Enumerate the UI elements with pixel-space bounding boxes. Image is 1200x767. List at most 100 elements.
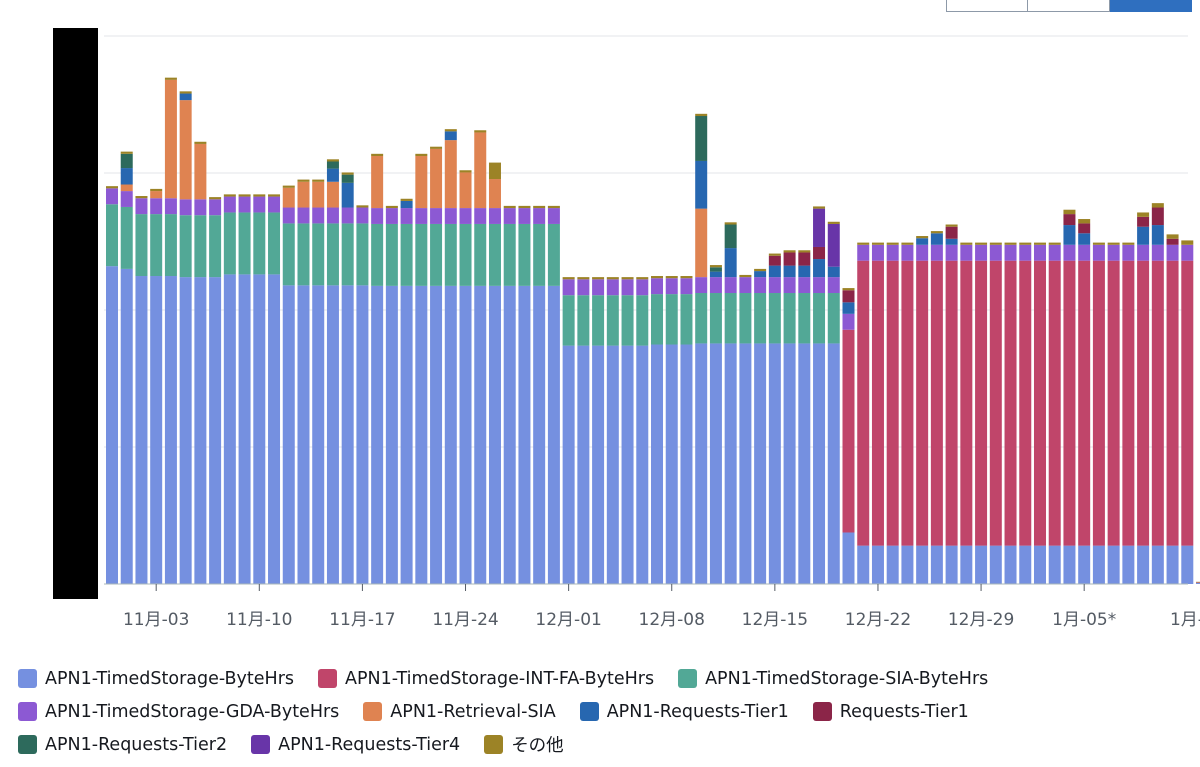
- bar-segment-apn1-timedstorage-gda-bytehrs[interactable]: [503, 208, 516, 224]
- bar-segment-other[interactable]: [371, 153, 384, 157]
- bar-stack-12-11[interactable]: [709, 265, 722, 584]
- bar-segment-apn1-timedstorage-gda-bytehrs[interactable]: [842, 313, 855, 330]
- bar-stack-12-09[interactable]: [680, 276, 693, 584]
- bar-segment-apn1-requests-tier1[interactable]: [930, 233, 943, 245]
- bar-segment-apn1-timedstorage-bytehrs[interactable]: [960, 545, 973, 584]
- bar-segment-apn1-timedstorage-bytehrs[interactable]: [194, 277, 207, 584]
- bar-segment-apn1-timedstorage-bytehrs[interactable]: [577, 345, 590, 584]
- bar-segment-apn1-timedstorage-sia-bytehrs[interactable]: [606, 295, 619, 346]
- legend-item-other[interactable]: その他: [484, 732, 564, 757]
- bar-segment-apn1-timedstorage-sia-bytehrs[interactable]: [268, 212, 281, 275]
- bar-segment-other[interactable]: [1196, 581, 1200, 583]
- bar-segment-apn1-timedstorage-int-fa-bytehrs[interactable]: [960, 260, 973, 546]
- bar-stack-01-02[interactable]: [1033, 242, 1046, 584]
- bar-segment-other[interactable]: [695, 113, 708, 117]
- bar-segment-apn1-timedstorage-gda-bytehrs[interactable]: [1181, 244, 1194, 261]
- bar-stack-01-13[interactable]: [1196, 581, 1200, 584]
- bar-segment-other[interactable]: [857, 242, 870, 245]
- bar-segment-apn1-timedstorage-bytehrs[interactable]: [312, 285, 325, 584]
- bar-segment-apn1-timedstorage-gda-bytehrs[interactable]: [135, 198, 148, 215]
- bar-segment-apn1-retrieval-sia[interactable]: [312, 181, 325, 208]
- bar-segment-apn1-timedstorage-bytehrs[interactable]: [975, 545, 988, 584]
- bar-stack-11-05[interactable]: [179, 91, 192, 584]
- bar-segment-apn1-timedstorage-sia-bytehrs[interactable]: [238, 212, 251, 275]
- bar-segment-apn1-timedstorage-sia-bytehrs[interactable]: [827, 293, 840, 344]
- bar-stack-11-27[interactable]: [503, 205, 516, 584]
- bar-stack-11-08[interactable]: [223, 194, 236, 584]
- bar-segment-apn1-timedstorage-int-fa-bytehrs[interactable]: [1019, 260, 1032, 546]
- bar-segment-apn1-timedstorage-gda-bytehrs[interactable]: [1107, 244, 1120, 261]
- bar-segment-apn1-timedstorage-bytehrs[interactable]: [385, 285, 398, 584]
- bar-segment-other[interactable]: [1078, 219, 1091, 224]
- bar-segment-other[interactable]: [1122, 242, 1135, 245]
- bar-segment-apn1-timedstorage-bytehrs[interactable]: [813, 343, 826, 584]
- bar-segment-other[interactable]: [1166, 234, 1179, 239]
- bar-segment-apn1-timedstorage-gda-bytehrs[interactable]: [651, 278, 664, 295]
- bar-segment-apn1-timedstorage-bytehrs[interactable]: [179, 277, 192, 584]
- bar-segment-apn1-requests-tier1[interactable]: [179, 93, 192, 101]
- bar-segment-apn1-timedstorage-bytehrs[interactable]: [164, 276, 177, 584]
- bar-segment-apn1-requests-tier2[interactable]: [724, 224, 737, 249]
- bar-segment-apn1-timedstorage-bytehrs[interactable]: [209, 277, 222, 584]
- bar-segment-apn1-requests-tier1[interactable]: [120, 168, 133, 185]
- bar-segment-apn1-timedstorage-bytehrs[interactable]: [488, 285, 501, 584]
- bar-segment-apn1-timedstorage-bytehrs[interactable]: [930, 545, 943, 584]
- bar-segment-requests-tier1[interactable]: [798, 252, 811, 266]
- bar-segment-apn1-timedstorage-gda-bytehrs[interactable]: [621, 279, 634, 296]
- bar-segment-apn1-timedstorage-gda-bytehrs[interactable]: [916, 244, 929, 261]
- bar-segment-apn1-timedstorage-bytehrs[interactable]: [871, 545, 884, 584]
- bar-segment-apn1-timedstorage-bytehrs[interactable]: [709, 343, 722, 584]
- bar-segment-other[interactable]: [606, 277, 619, 280]
- bar-segment-apn1-requests-tier1[interactable]: [813, 259, 826, 278]
- bar-segment-apn1-timedstorage-gda-bytehrs[interactable]: [444, 208, 457, 224]
- bar-segment-requests-tier1[interactable]: [1166, 238, 1179, 245]
- bar-segment-apn1-timedstorage-gda-bytehrs[interactable]: [798, 277, 811, 294]
- view-toggle-option-1[interactable]: [946, 0, 1028, 12]
- bar-segment-other[interactable]: [282, 185, 295, 188]
- bar-stack-12-25[interactable]: [916, 236, 929, 584]
- bar-segment-apn1-timedstorage-gda-bytehrs[interactable]: [164, 198, 177, 215]
- bar-segment-apn1-requests-tier1[interactable]: [842, 302, 855, 314]
- bar-segment-other[interactable]: [503, 205, 516, 209]
- bar-segment-requests-tier1[interactable]: [1078, 223, 1091, 234]
- bar-segment-apn1-timedstorage-gda-bytehrs[interactable]: [1122, 244, 1135, 261]
- bar-segment-other[interactable]: [268, 194, 281, 197]
- bar-segment-requests-tier1[interactable]: [768, 255, 781, 266]
- bar-segment-other[interactable]: [164, 77, 177, 80]
- bar-stack-11-06[interactable]: [194, 141, 207, 584]
- bar-segment-apn1-timedstorage-sia-bytehrs[interactable]: [385, 223, 398, 286]
- bar-segment-apn1-requests-tier4[interactable]: [827, 223, 840, 267]
- bar-segment-apn1-timedstorage-gda-bytehrs[interactable]: [1078, 244, 1091, 261]
- bar-segment-apn1-timedstorage-sia-bytehrs[interactable]: [135, 214, 148, 277]
- bar-stack-11-19[interactable]: [385, 205, 398, 584]
- legend-item-apn1-requests-tier4[interactable]: APN1-Requests-Tier4: [251, 735, 460, 755]
- bar-stack-12-03[interactable]: [592, 277, 605, 584]
- bar-stack-11-04[interactable]: [164, 77, 177, 584]
- bar-segment-other[interactable]: [754, 268, 767, 272]
- bar-stack-01-11[interactable]: [1166, 234, 1179, 584]
- bar-segment-apn1-timedstorage-bytehrs[interactable]: [916, 545, 929, 584]
- bar-segment-apn1-timedstorage-int-fa-bytehrs[interactable]: [1048, 260, 1061, 546]
- bar-segment-apn1-timedstorage-bytehrs[interactable]: [665, 344, 678, 584]
- legend-item-apn1-timedstorage-gda-bytehrs[interactable]: APN1-TimedStorage-GDA-ByteHrs: [18, 702, 339, 722]
- bar-segment-apn1-timedstorage-int-fa-bytehrs[interactable]: [1137, 260, 1150, 546]
- bar-segment-apn1-retrieval-sia[interactable]: [415, 156, 428, 209]
- bar-segment-apn1-timedstorage-bytehrs[interactable]: [680, 344, 693, 584]
- bar-segment-apn1-timedstorage-bytehrs[interactable]: [945, 545, 958, 584]
- bar-segment-apn1-timedstorage-int-fa-bytehrs[interactable]: [1063, 260, 1076, 546]
- bar-stack-12-21[interactable]: [857, 242, 870, 584]
- bar-segment-other[interactable]: [989, 242, 1002, 245]
- bar-segment-other[interactable]: [179, 91, 192, 94]
- bar-segment-apn1-requests-tier2[interactable]: [341, 174, 354, 183]
- bar-segment-apn1-timedstorage-bytehrs[interactable]: [886, 545, 899, 584]
- bar-stack-12-12[interactable]: [724, 222, 737, 584]
- bar-segment-apn1-timedstorage-sia-bytehrs[interactable]: [282, 223, 295, 286]
- bar-segment-apn1-timedstorage-gda-bytehrs[interactable]: [739, 277, 752, 294]
- bar-segment-apn1-retrieval-sia[interactable]: [695, 208, 708, 278]
- bar-segment-other[interactable]: [341, 172, 354, 175]
- bar-segment-other[interactable]: [326, 159, 339, 162]
- bar-segment-other[interactable]: [488, 162, 501, 180]
- bar-segment-apn1-requests-tier1[interactable]: [1151, 225, 1164, 245]
- bar-segment-apn1-timedstorage-bytehrs[interactable]: [857, 545, 870, 584]
- bar-segment-other[interactable]: [547, 205, 560, 209]
